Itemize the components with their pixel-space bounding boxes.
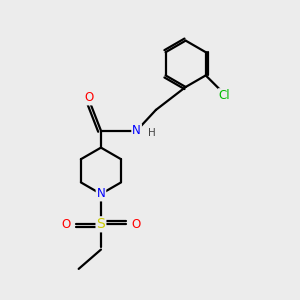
Text: O: O [131,218,141,231]
Text: S: S [97,217,105,231]
Text: O: O [84,92,94,104]
Text: Cl: Cl [219,89,230,102]
Text: N: N [97,188,105,200]
Text: H: H [148,128,156,138]
Text: N: N [132,124,141,137]
Text: O: O [61,218,70,231]
